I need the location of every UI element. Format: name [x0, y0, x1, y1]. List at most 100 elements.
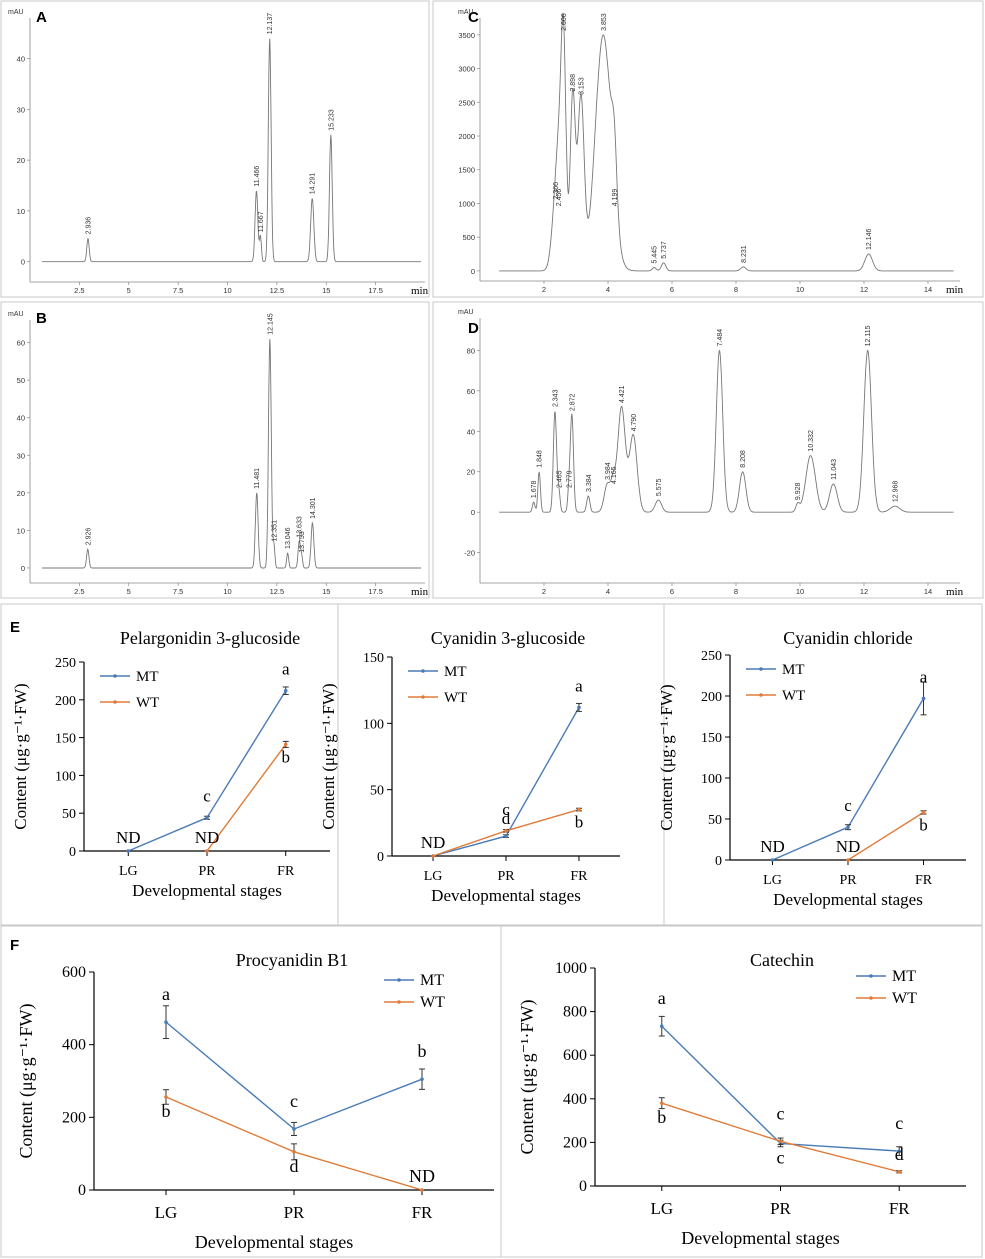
chrom-B-xtick-label: 12.5 — [270, 587, 285, 596]
chart-F1-ylabel: Content (μg·g⁻¹·FW) — [16, 1003, 37, 1158]
chrom-C-ytick-label: 1500 — [458, 166, 475, 175]
chart-E2-ytick-label: 0 — [377, 850, 384, 865]
chart-F1-xtick-label: LG — [155, 1203, 178, 1222]
chrom-D-xtick-label: 2 — [542, 587, 546, 596]
chart-F2: Catechin 0 200 400 600 800 1000 LG PR FR Developme… — [517, 950, 966, 1248]
chart-F1-legend-label-WT: WT — [420, 994, 445, 1011]
chrom-D-peak-label: 1.848 — [537, 450, 544, 468]
chrom-C-xtick-label: 4 — [606, 285, 610, 294]
chart-E3-ytick-label: 100 — [701, 772, 722, 787]
chart-E1-annotation: ND — [195, 828, 220, 847]
chart-E2-ytick-label: 50 — [370, 784, 384, 799]
chart-E3-xtick-label: LG — [763, 873, 782, 888]
chrom-C-peak-label: 2.456 — [556, 189, 563, 207]
chart-E3-ytick-label: 250 — [701, 649, 722, 664]
chart-F1-legend-label-MT: MT — [420, 972, 444, 989]
chart-E1-series-MT-point — [205, 815, 209, 820]
chrom-A-peak-label: 12.137 — [267, 13, 274, 35]
chart-F2-annotation: b — [657, 1107, 666, 1127]
chart-E1-legend-marker-WT — [113, 700, 117, 704]
chart-E1-annotation: b — [281, 747, 290, 766]
chromatogram-C: mAU min 0 500 1000 1500 2000 2500 3000 3500 2 4 6 8 10… — [458, 9, 964, 296]
chrom-C-peak-label: 12.146 — [866, 229, 873, 251]
chrom-C-ytick-label: 2000 — [458, 132, 475, 141]
chart-E2-series-WT-point — [577, 807, 581, 812]
chart-E2-ylabel: Content (μg·g⁻¹·FW) — [319, 683, 338, 829]
chrom-A-peak-label: 2.936 — [85, 217, 92, 235]
chrom-B-xtick-label: 15 — [322, 587, 330, 596]
chrom-D-ytick-label: 40 — [467, 427, 475, 436]
chart-F1-xtick-label: PR — [284, 1203, 305, 1222]
chrom-D-peak-label: 3.984 — [605, 462, 612, 480]
chart-F1-series-MT-point — [292, 1127, 296, 1131]
chrom-C-xtick-label: 14 — [924, 285, 932, 294]
chrom-C-peak-label: 4.199 — [612, 189, 619, 207]
chart-E2-xlabel: Developmental stages — [431, 886, 581, 905]
chart-E1-series-MT-point — [283, 688, 288, 693]
chrom-D-xtick-label: 10 — [796, 587, 804, 596]
chrom-D-peak-label: 3.384 — [586, 474, 593, 492]
chart-F2-ytick-label: 200 — [563, 1134, 587, 1151]
chrom-C-peak-label: 2.898 — [570, 74, 577, 92]
chart-F2-series-MT-point — [659, 1024, 664, 1029]
chart-E2-series-WT-point — [504, 828, 508, 833]
chrom-D-ytick-label: 60 — [467, 387, 475, 396]
chart-F2-legend-marker-MT — [869, 974, 873, 978]
chrom-C-ytick-label: 3500 — [458, 31, 475, 40]
chart-F1-series-MT-point — [420, 1077, 424, 1081]
chart-E3-ylabel: Content (μg·g⁻¹·FW) — [657, 684, 676, 830]
chrom-B-xtick-label: 17.5 — [368, 587, 383, 596]
chart-E1-ytick-label: 50 — [62, 807, 76, 822]
chart-F2-xlabel: Developmental stages — [681, 1228, 839, 1248]
chrom-D-ytick-label: 0 — [471, 508, 475, 517]
chart-F2-ylabel: Content (μg·g⁻¹·FW) — [517, 999, 538, 1154]
chart-F1-legend-marker-WT — [397, 1000, 401, 1004]
chrom-B-xunit: min — [411, 586, 429, 598]
chrom-B-peak-label: 11.481 — [254, 468, 261, 489]
chrom-C-peak-label: 3.153 — [578, 77, 585, 95]
chrom-D-peak-label: 1.678 — [531, 480, 538, 498]
chart-F1-xtick-label: FR — [412, 1203, 433, 1222]
chart-F1-legend-marker-MT — [397, 978, 401, 982]
chart-F1-xlabel: Developmental stages — [195, 1232, 353, 1252]
chart-E1-xlabel: Developmental stages — [132, 881, 282, 900]
chart-F2-ytick-label: 1000 — [555, 960, 587, 977]
chrom-B-xtick-label: 5 — [127, 587, 131, 596]
chrom-D-peak-label: 2.465 — [556, 470, 563, 488]
chart-F1-series-WT-point — [164, 1095, 168, 1099]
chrom-D-xtick-label: 4 — [606, 587, 610, 596]
chart-E2-legend-marker-WT — [421, 695, 425, 699]
chart-F1-annotation: d — [290, 1156, 299, 1176]
panel-E-border — [0, 603, 983, 926]
chrom-A-xtick-label: 5 — [127, 286, 131, 295]
chromatogram-A: mAU min 0 10 20 30 40 2.5 5 7.5 10 12.5 15 17.5 2.936 1… — [8, 9, 429, 297]
chrom-A-ytick-label: 20 — [17, 156, 25, 165]
chart-E3-series-WT-point — [846, 858, 850, 862]
chart-E2-ytick-label: 100 — [363, 717, 384, 732]
chrom-C-ytick-label: 3000 — [458, 65, 475, 74]
chart-F2-series-WT-point — [659, 1101, 664, 1105]
chrom-A-xtick-label: 10 — [223, 286, 231, 295]
chrom-D-peak-label: 9.928 — [795, 482, 802, 500]
chart-F1: Procyanidin B1 0 200 400 600 LG PR FR Developmen… — [16, 950, 494, 1252]
chart-E3-annotation: b — [919, 815, 928, 834]
chart-F2-ytick-label: 0 — [579, 1178, 587, 1195]
chart-E1-series-MT-point — [126, 849, 131, 853]
chrom-D-peak-label: 4.421 — [619, 385, 626, 403]
chrom-B-peak-label: 12.351 — [271, 520, 278, 542]
chart-F2-annotation: a — [658, 988, 666, 1008]
chart-E3-xlabel: Developmental stages — [773, 890, 923, 909]
chrom-B-ytick-label: 40 — [17, 414, 25, 423]
chrom-D-ytick-label: 80 — [467, 346, 475, 355]
chrom-C-xtick-label: 12 — [860, 285, 868, 294]
chart-F2-series-MT-point — [897, 1149, 902, 1153]
chrom-B-ytick-label: 10 — [17, 526, 25, 535]
chart-F1-ytick-label: 200 — [62, 1109, 86, 1126]
chart-E2-legend-label-MT: MT — [444, 664, 467, 680]
chrom-D-peak-label: 5.575 — [656, 478, 663, 496]
chrom-D-trace — [499, 349, 954, 513]
chart-E3-legend-label-MT: MT — [782, 662, 805, 678]
chrom-C-peak-label: 3.853 — [601, 13, 608, 31]
chart-F2-annotation: c — [777, 1147, 785, 1167]
